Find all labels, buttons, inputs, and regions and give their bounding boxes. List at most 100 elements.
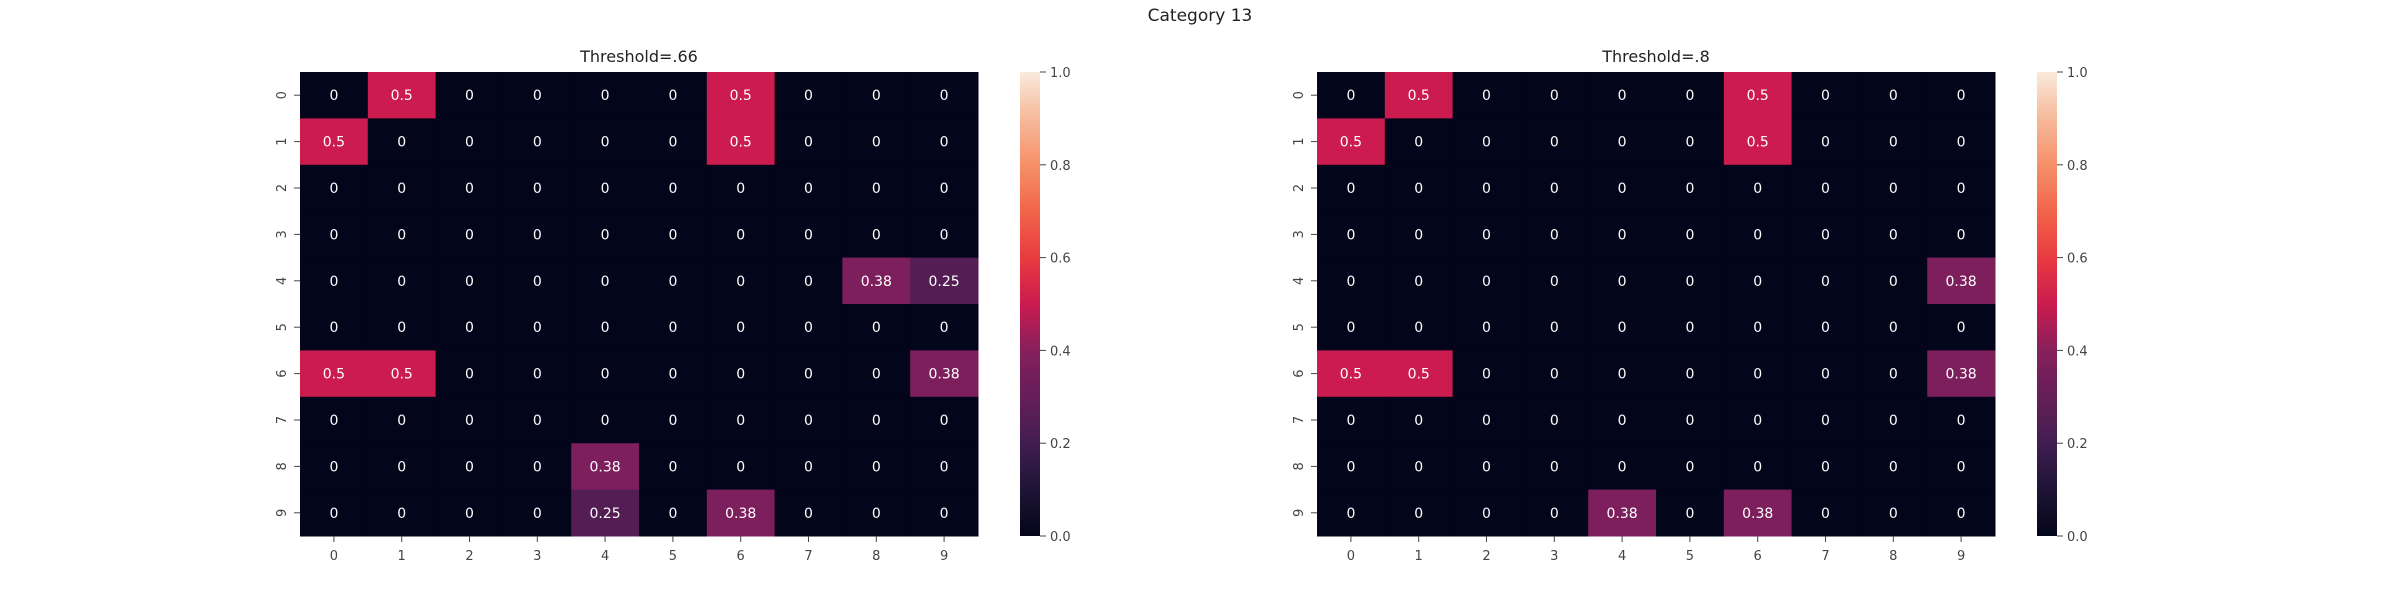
panel-1-cell-label-9-7: 0: [1821, 506, 1830, 522]
panel-0-cell-label-0-8: 0: [872, 88, 881, 104]
panel-1-cell-label-4-2: 0: [1482, 274, 1491, 290]
panel-0-cell-label-5-5: 0: [668, 320, 677, 336]
panel-0-x-tick-label-7: 7: [804, 549, 812, 564]
panel-1-cell-label-3-6: 0: [1753, 227, 1762, 243]
panel-1-cell-3-1: [1384, 211, 1454, 259]
panel-1-cell-label-3-8: 0: [1889, 227, 1898, 243]
panel-1-cell-label-2-0: 0: [1346, 181, 1355, 197]
panel-0-cell-3-6: [706, 211, 776, 259]
figure-title: Category 13: [1147, 6, 1253, 26]
panel-1-cell-0-0: [1317, 72, 1386, 119]
panel-0-cell-9-6: [706, 489, 776, 537]
panel-0-cell-4-0: [300, 257, 369, 305]
panel-1-cell-4-8: [1859, 257, 1928, 305]
panel-0-cell-9-9: [910, 489, 979, 537]
panel-0-cell-3-1: [367, 211, 437, 259]
panel-0-cell-label-7-6: 0: [736, 413, 745, 429]
panel-0-cell-1-3: [503, 118, 572, 166]
panel-1-cell-9-2: [1452, 489, 1521, 537]
panel-1-cell-label-3-0: 0: [1346, 227, 1355, 243]
panel-0-cell-label-9-7: 0: [804, 506, 813, 522]
panel-1-y-tick-label-0: 0: [1292, 91, 1307, 99]
panel-0-cell-2-5: [639, 164, 708, 212]
panel-1-cell-7-4: [1588, 396, 1657, 444]
panel-1-cell-5-0: [1317, 304, 1386, 351]
panel-1-cell-3-9: [1927, 211, 1996, 259]
panel-0-cell-1-8: [842, 118, 911, 166]
panel-1-cell-label-2-7: 0: [1821, 181, 1830, 197]
panel-1-cell-label-6-4: 0: [1618, 367, 1627, 383]
panel-1-cell-8-0: [1317, 443, 1386, 491]
panel-0-cell-label-6-9: 0.38: [929, 367, 960, 383]
panel-0-cell-label-5-7: 0: [804, 320, 813, 336]
panel-0-cell-7-1: [367, 396, 437, 444]
panel-0-cell-2-9: [910, 164, 979, 212]
panel-0-cell-4-9: [910, 257, 979, 305]
panel-1-x-tick-label-9: 9: [1957, 549, 1965, 564]
panel-0-cell-3-7: [774, 211, 843, 259]
panel-0-cell-7-6: [706, 396, 776, 444]
panel-1-cell-label-0-6: 0.5: [1747, 88, 1769, 104]
panel-0-cell-5-6: [706, 304, 776, 351]
panel-1-y-tick-label-2: 2: [1292, 184, 1307, 192]
panel-1-cell-label-7-8: 0: [1889, 413, 1898, 429]
panel-0-x-tick-label-0: 0: [330, 549, 338, 564]
panel-1-cell-label-8-2: 0: [1482, 459, 1491, 475]
panel-0-x-tick-label-9: 9: [940, 549, 948, 564]
panel-1-cell-label-0-7: 0: [1821, 88, 1830, 104]
panel-1-cell-label-5-0: 0: [1346, 320, 1355, 336]
panel-0-cell-label-0-0: 0: [329, 88, 338, 104]
panel-1-cell-label-8-8: 0: [1889, 459, 1898, 475]
panel-0-cell-label-4-9: 0.25: [929, 274, 960, 290]
panel-0-cell-label-1-0: 0.5: [323, 135, 345, 151]
panel-0-y-tick-label-7: 7: [275, 416, 290, 424]
panel-1-cell-2-4: [1588, 164, 1657, 212]
panel-0-cell-label-7-1: 0: [397, 413, 406, 429]
panel-1-cell-label-4-4: 0: [1618, 274, 1627, 290]
panel-0-cell-0-6: [706, 72, 776, 119]
panel-0-cell-7-2: [435, 396, 504, 444]
panel-1-cell-0-4: [1588, 72, 1657, 119]
panel-1-cell-label-3-5: 0: [1685, 227, 1694, 243]
panel-0-cell-label-2-4: 0: [601, 181, 610, 197]
panel-1-cell-label-0-0: 0: [1346, 88, 1355, 104]
panel-0-colorbar-tick-label-5: 1.0: [1050, 66, 1071, 81]
panel-1-cell-9-0: [1317, 489, 1386, 537]
panel-1-cell-3-8: [1859, 211, 1928, 259]
panel-0-cell-label-2-6: 0: [736, 181, 745, 197]
panel-1-cell-4-7: [1791, 257, 1860, 305]
panel-1-colorbar-tick-label-5: 1.0: [2067, 66, 2088, 81]
panel-0-cell-label-4-7: 0: [804, 274, 813, 290]
panel-0-cell-label-0-3: 0: [533, 88, 542, 104]
panel-1-colorbar-tick-label-4: 0.8: [2067, 159, 2088, 174]
panel-1-cell-label-6-9: 0.38: [1946, 367, 1977, 383]
panel-1-cell-5-1: [1384, 304, 1454, 351]
panel-0-cell-0-4: [571, 72, 640, 119]
panel-1-cell-label-2-2: 0: [1482, 181, 1491, 197]
panel-1-x-tick-label-2: 2: [1482, 549, 1490, 564]
panel-0-cell-1-6: [706, 118, 776, 166]
panel-0-cell-6-1: [367, 350, 437, 398]
panel-0-x-tick-label-4: 4: [601, 549, 609, 564]
panel-0-cell-label-5-8: 0: [872, 320, 881, 336]
panel-1-cell-label-1-0: 0.5: [1340, 135, 1362, 151]
panel-0-cell-label-2-8: 0: [872, 181, 881, 197]
panel-0-cell-4-1: [367, 257, 437, 305]
panel-1-cell-7-3: [1520, 396, 1589, 444]
panel-1-cell-2-1: [1384, 164, 1454, 212]
panel-1-x-tick-label-8: 8: [1889, 549, 1897, 564]
panel-1-cell-label-9-2: 0: [1482, 506, 1491, 522]
panel-0-cell-label-5-6: 0: [736, 320, 745, 336]
panel-0-cell-label-4-0: 0: [329, 274, 338, 290]
panel-0-colorbar-tick-label-0: 0.0: [1050, 530, 1071, 545]
panel-0-cell-label-7-0: 0: [329, 413, 338, 429]
panel-0-y-tick-label-8: 8: [275, 462, 290, 470]
panel-1-cell-9-8: [1859, 489, 1928, 537]
panel-1-cell-4-6: [1723, 257, 1793, 305]
panel-1-cell-6-7: [1791, 350, 1860, 398]
panel-1-cell-9-6: [1723, 489, 1793, 537]
panel-0-cell-label-0-9: 0: [940, 88, 949, 104]
panel-0-y-tick-label-1: 1: [275, 137, 290, 145]
panel-1-cell-label-1-1: 0: [1414, 135, 1423, 151]
panel-1-cell-label-9-3: 0: [1550, 506, 1559, 522]
